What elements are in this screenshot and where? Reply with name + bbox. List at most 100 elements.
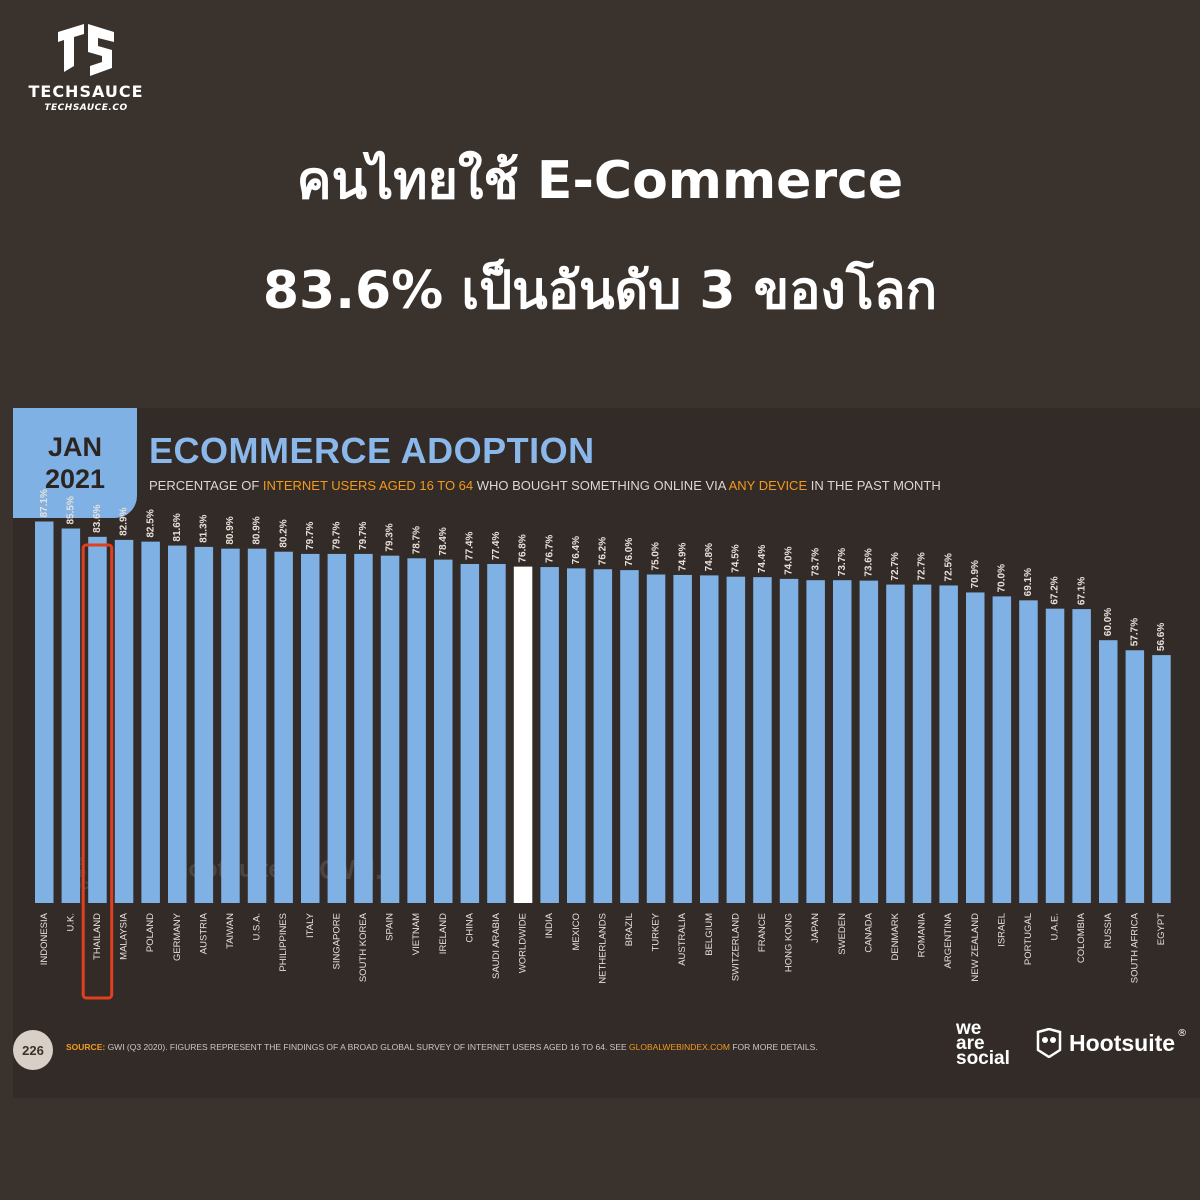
value-label: 73.6% xyxy=(863,548,874,576)
we-are-social-line-2: are xyxy=(956,1033,985,1054)
category-label: SINGAPORE xyxy=(331,913,342,970)
bar-turkey xyxy=(646,574,666,903)
bar-romania xyxy=(912,584,932,903)
bar-south-korea xyxy=(354,553,373,903)
source-label: SOURCE: xyxy=(66,1042,106,1052)
value-label: 73.7% xyxy=(810,548,821,576)
bar-vietnam xyxy=(407,558,426,903)
value-label: 72.5% xyxy=(943,553,954,581)
category-label: CHINA xyxy=(464,912,475,942)
category-label: U.A.E. xyxy=(1050,913,1061,940)
registered-mark: ® xyxy=(1177,1028,1188,1039)
value-label: 87.1% xyxy=(39,489,50,517)
value-label: 56.6% xyxy=(1156,623,1167,651)
subtitle-part-3: IN THE PAST MONTH xyxy=(807,478,941,493)
category-label: THAILAND xyxy=(92,913,103,960)
category-label: TURKEY xyxy=(651,912,662,951)
bar-japan xyxy=(806,580,825,903)
category-label: AUSTRIA xyxy=(198,912,209,954)
we-are-social-line-1: we xyxy=(956,1018,982,1039)
bar-denmark xyxy=(886,584,905,903)
bar-canada xyxy=(859,580,879,903)
badge-month: JAN xyxy=(47,432,102,462)
hootsuite-logo: Hootsuite ® xyxy=(1035,1028,1187,1058)
value-label: 77.4% xyxy=(491,532,502,560)
bar-germany xyxy=(168,545,187,903)
bar-china xyxy=(460,563,480,903)
we-are-social-logo: we are social xyxy=(956,1018,1010,1068)
category-label: GERMANY xyxy=(172,912,183,961)
badge-year: 2021 xyxy=(44,464,106,494)
bar-worldwide xyxy=(513,566,533,903)
value-label: 67.1% xyxy=(1076,577,1087,605)
value-label: 78.4% xyxy=(438,527,449,555)
bar-russia xyxy=(1099,640,1118,903)
value-label: 80.9% xyxy=(225,516,236,544)
bar-portugal xyxy=(1019,600,1038,903)
bar-israel xyxy=(992,596,1012,903)
category-label: DENMARK xyxy=(890,912,901,960)
value-label: 69.1% xyxy=(1023,568,1034,596)
category-label: VIETNAM xyxy=(411,913,422,955)
value-label: 74.8% xyxy=(704,543,715,571)
bar-australia xyxy=(673,574,692,903)
bar-taiwan xyxy=(221,548,240,903)
date-badge: JAN 2021 xyxy=(13,408,137,518)
value-label: 72.7% xyxy=(917,552,928,580)
category-label: POLAND xyxy=(145,913,156,952)
subtitle-highlight-1: INTERNET USERS AGED 16 TO 64 xyxy=(262,478,474,493)
value-label: 75.0% xyxy=(651,542,662,570)
bar-thailand xyxy=(88,536,107,903)
category-label: INDONESIA xyxy=(39,912,50,965)
bar-italy xyxy=(301,553,320,903)
value-label: 79.7% xyxy=(358,521,369,549)
value-label: 74.0% xyxy=(784,546,795,574)
category-label: BELGIUM xyxy=(704,913,715,956)
bar-belgium xyxy=(700,575,719,903)
hootsuite-name: Hootsuite xyxy=(1069,1029,1176,1056)
category-label: SWEDEN xyxy=(837,913,848,955)
category-label: EGYPT xyxy=(1156,913,1167,945)
chart-title: ECOMMERCE ADOPTION xyxy=(149,430,595,471)
value-label: 82.5% xyxy=(145,509,156,537)
bar-sweden xyxy=(833,580,852,903)
category-label: PHILIPPINES xyxy=(278,913,289,972)
value-label: 85.5% xyxy=(65,496,76,524)
bar-hong-kong xyxy=(779,578,799,903)
category-label: SWITZERLAND xyxy=(730,913,741,981)
value-label: 80.2% xyxy=(278,519,289,547)
source-link[interactable]: GLOBALWEBINDEX.COM xyxy=(629,1042,730,1052)
bar-indonesia xyxy=(35,521,54,903)
category-label: ITALY xyxy=(305,912,316,938)
value-label: 79.7% xyxy=(331,521,342,549)
category-label: INDIA xyxy=(544,912,555,938)
brand-url: TECHSAUCE.CO xyxy=(44,103,128,113)
value-label: 79.7% xyxy=(305,521,316,549)
bar-india xyxy=(540,567,559,903)
value-label: 76.2% xyxy=(597,537,608,565)
category-label: CANADA xyxy=(863,912,874,952)
source-note: SOURCE: GWI (Q3 2020). FIGURES REPRESENT… xyxy=(66,1042,818,1052)
category-label: MEXICO xyxy=(571,913,582,950)
bar-chart: 87.1% INDONESIA 85.5% U.K. 83.6% THAILAND 82.9… xyxy=(35,489,1171,1000)
value-label: 67.2% xyxy=(1050,576,1061,604)
category-label: SPAIN xyxy=(385,913,396,941)
techsauce-brand: TECHSAUCE TECHSAUCE.CO xyxy=(18,22,154,113)
category-label: IRELAND xyxy=(438,913,449,954)
value-label: 74.4% xyxy=(757,545,768,573)
source-text-1: GWI (Q3 2020). FIGURES REPRESENT THE FIN… xyxy=(105,1042,630,1052)
bar-south-africa xyxy=(1125,650,1145,903)
bar-u-s-a- xyxy=(247,548,267,903)
bar-philippines xyxy=(274,551,293,903)
chart-panel: JAN 2021 ECOMMERCE ADOPTION PERCENTAGE O… xyxy=(13,408,1200,1098)
page-number: 226 xyxy=(13,1030,53,1070)
category-label: SOUTH KOREA xyxy=(358,912,369,982)
value-label: 70.0% xyxy=(996,564,1007,592)
category-label: PORTUGAL xyxy=(1023,913,1034,965)
bar-argentina xyxy=(939,585,958,903)
value-label: 81.3% xyxy=(198,514,209,542)
category-label: WORLDWIDE xyxy=(518,913,529,973)
value-label: 73.7% xyxy=(837,548,848,576)
bar-egypt xyxy=(1152,655,1171,903)
value-label: 81.6% xyxy=(172,513,183,541)
